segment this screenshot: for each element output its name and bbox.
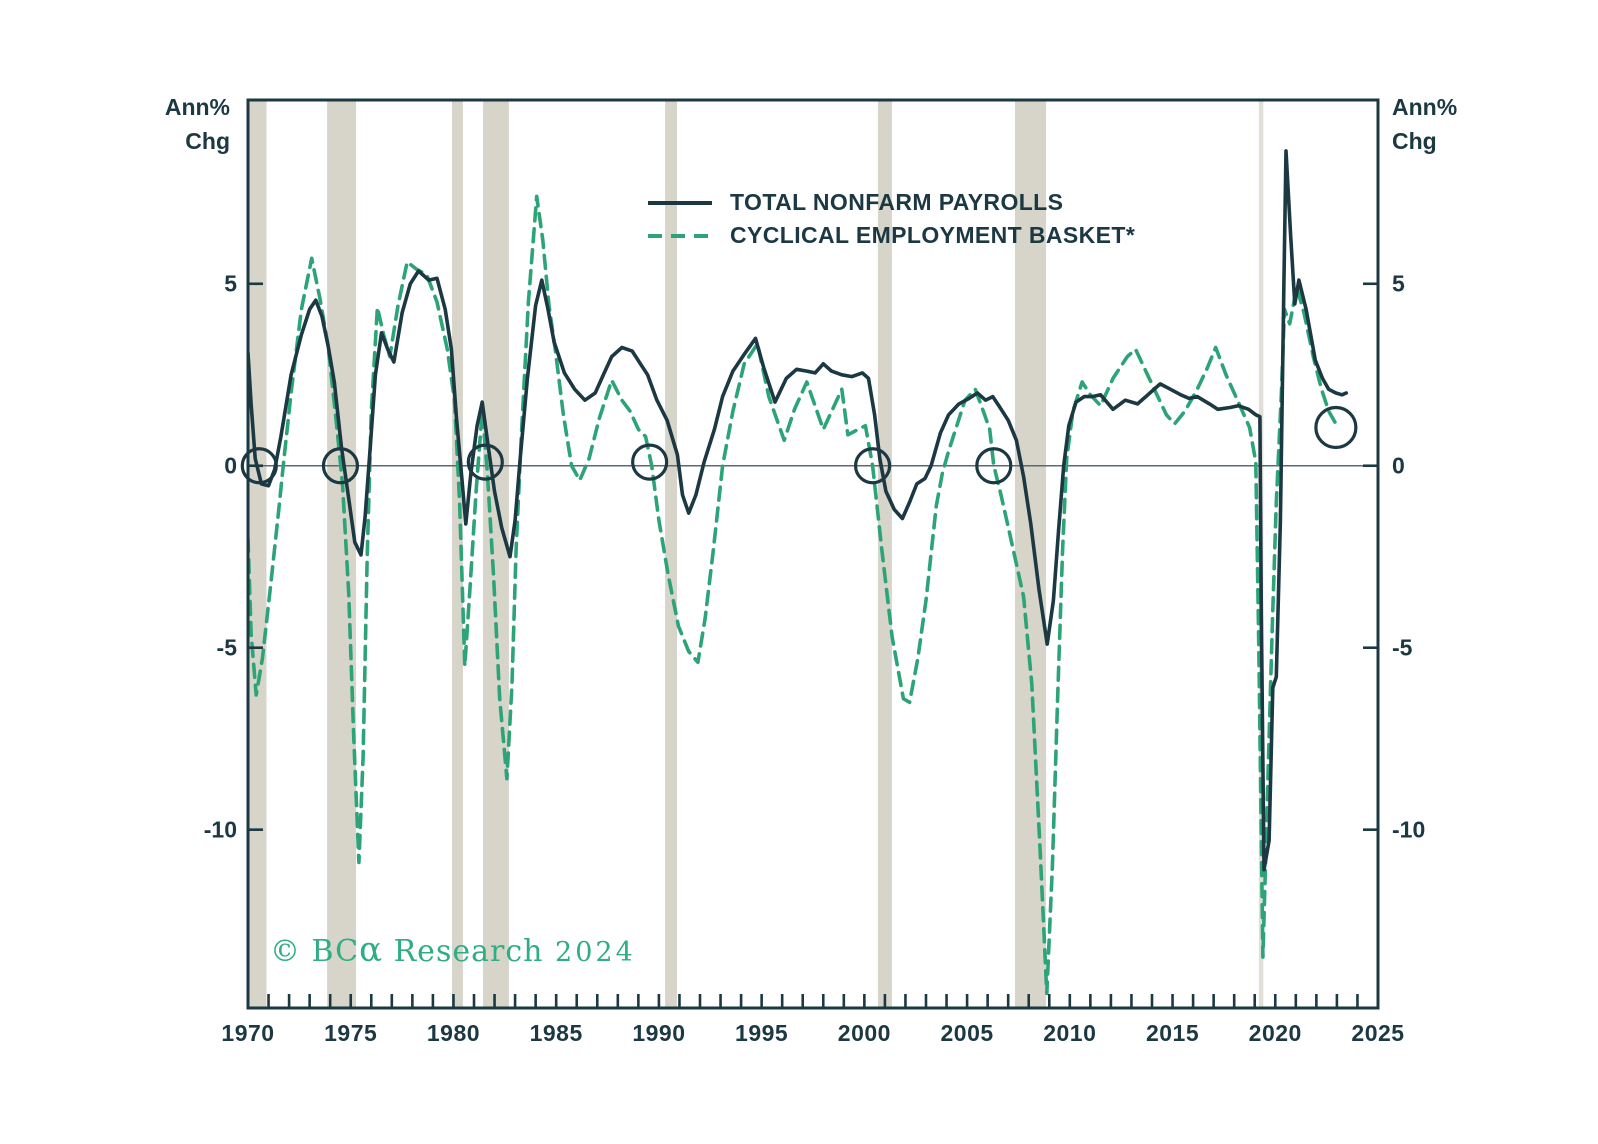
legend: TOTAL NONFARM PAYROLLS CYCLICAL EMPLOYME… <box>648 186 1135 252</box>
legend-item-payrolls: TOTAL NONFARM PAYROLLS <box>648 186 1135 219</box>
x-axis-tick-label: 1975 <box>324 1020 378 1046</box>
zero-crossing-circle <box>321 447 360 485</box>
cyclical-basket-line <box>248 194 1337 996</box>
zero-crossing-circle <box>975 447 1013 485</box>
y-axis-tick-label-left: 0 <box>224 452 237 479</box>
y-axis-tick-label-right: 0 <box>1392 452 1405 479</box>
highlight-circles <box>240 405 1358 485</box>
y-axis-title-left-line2: Chg <box>185 128 230 154</box>
x-axis-tick-label: 2005 <box>940 1020 994 1046</box>
x-axis-tick-label: 2015 <box>1145 1020 1200 1046</box>
recession-band <box>327 100 357 1008</box>
y-axis-tick-label-right: -5 <box>1392 634 1413 661</box>
zero-crossing-circle <box>631 443 669 481</box>
plot-border <box>246 98 1380 1010</box>
y-axis-tick-label-left: -5 <box>216 634 237 661</box>
y-axis-title-right-line1: Ann% <box>1392 94 1458 120</box>
x-axis-tick-label: 1985 <box>529 1020 583 1046</box>
x-axis-tick-label: 2000 <box>837 1020 891 1046</box>
x-axis-ticks <box>267 994 1359 1008</box>
y-axis-ticks <box>248 282 1378 831</box>
dashed-line-sample-icon <box>648 233 712 238</box>
x-axis-tick-label: 1990 <box>632 1020 686 1046</box>
watermark-prefix: © BC <box>270 934 360 969</box>
y-axis-tick-label-left: 5 <box>224 270 237 297</box>
y-axis-tick-label-left: -10 <box>203 816 237 843</box>
payrolls-line <box>248 149 1348 872</box>
recession-band <box>452 100 463 1008</box>
y-axis-title-right: Ann% Chg <box>1392 90 1457 158</box>
x-axis-tick-label: 1995 <box>735 1020 789 1046</box>
watermark-year: 2024 <box>543 937 636 968</box>
zero-crossing-circle <box>240 447 278 485</box>
x-axis-tick-label: 2010 <box>1043 1020 1097 1046</box>
recession-band <box>483 100 509 1008</box>
y-axis-title-left-line1: Ann% <box>164 94 230 120</box>
legend-label-payrolls: TOTAL NONFARM PAYROLLS <box>730 189 1064 215</box>
series-group <box>248 149 1348 996</box>
x-axis-tick-label: 1970 <box>221 1020 275 1046</box>
zero-crossing-circle <box>853 447 892 485</box>
y-axis-tick-label-right: -10 <box>1392 816 1426 843</box>
legend-label-cyclical: CYCLICAL EMPLOYMENT BASKET* <box>730 222 1136 248</box>
recession-band <box>249 100 267 1008</box>
recession-band <box>877 100 892 1008</box>
x-axis-tick-label: 2020 <box>1248 1020 1302 1046</box>
y-axis-title-left: Ann% Chg <box>140 90 230 158</box>
watermark-alpha: α <box>359 930 384 970</box>
watermark-suffix: Research <box>383 934 544 969</box>
y-axis-title-right-line2: Chg <box>1392 128 1437 154</box>
y-axis-tick-label-right: 5 <box>1392 270 1405 297</box>
solid-line-sample-icon <box>648 200 712 205</box>
x-axis-tick-label: 1980 <box>426 1020 481 1046</box>
zero-crossing-circle <box>1314 405 1358 450</box>
legend-item-cyclical: CYCLICAL EMPLOYMENT BASKET* <box>648 219 1135 252</box>
x-axis-tick-label: 2025 <box>1351 1020 1405 1046</box>
recession-band <box>665 100 677 1008</box>
zero-crossing-circle <box>466 443 504 481</box>
bca-research-watermark: © BCα Research 2024 <box>270 930 636 970</box>
